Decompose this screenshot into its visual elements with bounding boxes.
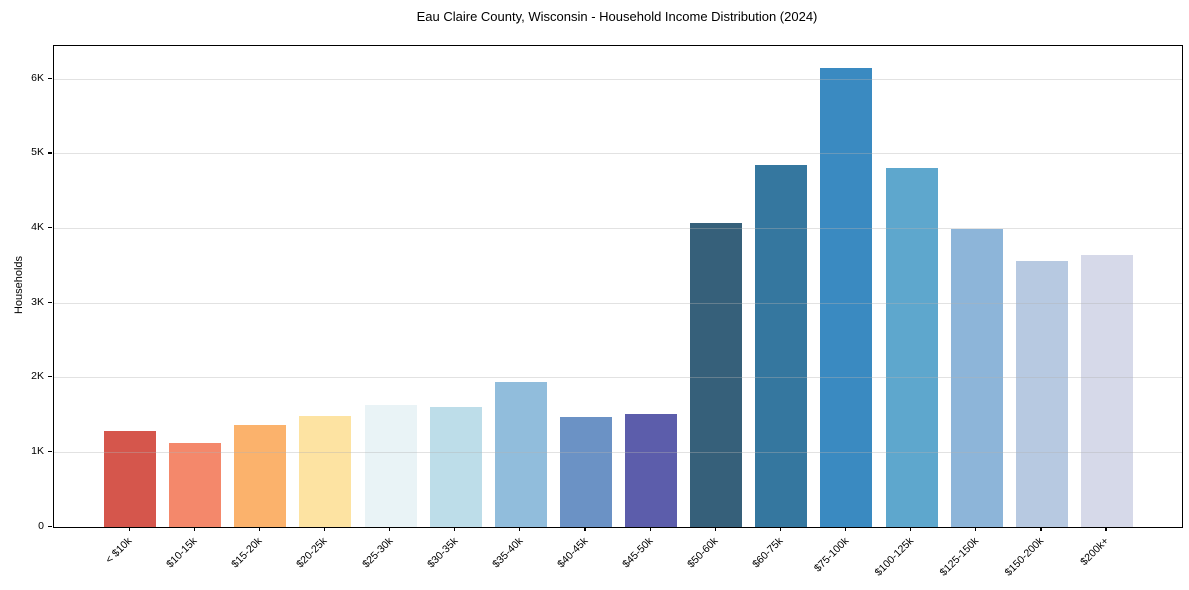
bar-150-200k: [1015, 261, 1068, 527]
bar-75-100k: [820, 68, 873, 527]
y-tick-mark: [48, 77, 52, 79]
gridline-2k: [54, 377, 1182, 379]
bar-40-45k: [559, 416, 612, 527]
y-tick-mark: [48, 227, 52, 229]
x-tick-mark: [584, 527, 586, 531]
y-tick-mark: [48, 376, 52, 378]
x-tick-mark: [389, 527, 391, 531]
gridline-6k: [54, 78, 1182, 80]
x-tick-mark: [519, 527, 521, 531]
x-tick-mark: [454, 527, 456, 531]
y-tick-label: 2K: [31, 370, 44, 383]
bar-125-150k: [950, 228, 1003, 527]
x-tick-mark: [323, 527, 326, 531]
bar-10k: [104, 430, 156, 527]
gridline-4k: [54, 228, 1182, 230]
x-tick-mark: [258, 527, 260, 531]
y-tick-mark: [48, 450, 52, 453]
bar-20-25k: [299, 415, 352, 527]
x-tick-mark: [1040, 527, 1042, 531]
x-tick-mark: [1105, 527, 1107, 531]
bar-15-20k: [234, 424, 287, 527]
gridline-1k: [54, 451, 1182, 453]
y-tick-mark: [48, 301, 52, 303]
y-tick-label: 3K: [31, 295, 44, 308]
chart-title: Eau Claire County, Wisconsin - Household…: [416, 9, 818, 24]
y-tick-label: 4K: [31, 221, 44, 234]
y-tick-mark: [48, 152, 52, 154]
bar-10-15k: [169, 443, 222, 527]
x-tick-mark: [844, 527, 847, 531]
x-tick-mark: [193, 527, 195, 531]
bar-200k: [1080, 254, 1133, 527]
y-tick-label: 0: [38, 519, 44, 532]
x-tick-mark: [975, 527, 977, 531]
y-tick-mark: [48, 525, 52, 527]
bar-60-75k: [755, 165, 808, 527]
x-tick-mark: [649, 527, 651, 531]
bar-100-125k: [885, 168, 938, 527]
y-tick-label: 1K: [31, 444, 44, 457]
x-tick-mark: [779, 527, 781, 531]
x-tick-mark: [910, 527, 912, 531]
bar-45-50k: [625, 413, 678, 527]
x-tick-mark: [128, 527, 130, 531]
bar-50-60k: [690, 222, 743, 527]
gridline-5k: [54, 153, 1182, 155]
y-tick-label: 5K: [31, 146, 44, 159]
bar-25-30k: [364, 404, 417, 527]
y-tick-label: 6K: [31, 71, 44, 84]
plot-area: [53, 45, 1183, 528]
bar-30-35k: [429, 406, 482, 527]
bar-35-40k: [494, 381, 547, 527]
x-tick-mark: [714, 527, 716, 531]
gridline-3k: [54, 302, 1182, 304]
